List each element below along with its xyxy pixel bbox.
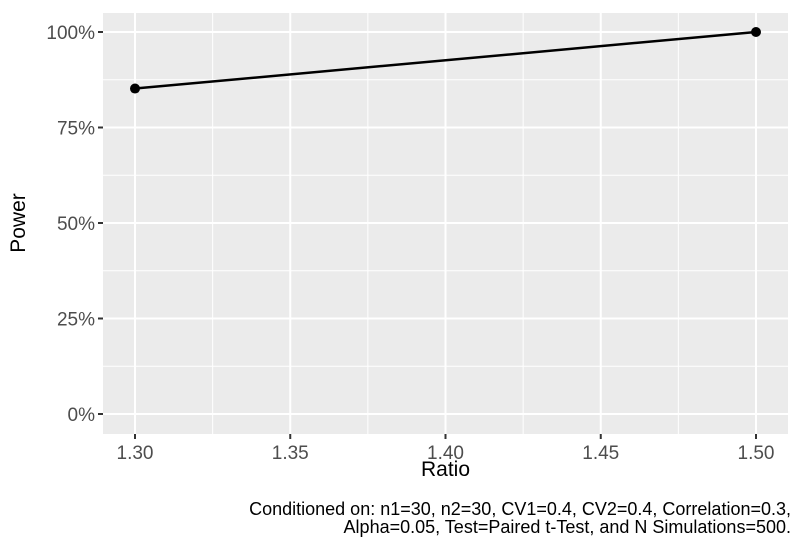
plot-caption-line1: Conditioned on: n1=30, n2=30, CV1=0.4, C… <box>249 499 791 519</box>
y-tick-label: 50% <box>57 214 95 235</box>
x-tick-label: 1.45 <box>582 443 619 464</box>
data-point <box>130 83 140 94</box>
y-tick-label: 100% <box>46 23 95 44</box>
y-tick-label: 0% <box>68 405 96 426</box>
plot-caption: Conditioned on: n1=30, n2=30, CV1=0.4, C… <box>249 499 791 537</box>
x-axis-title: Ratio <box>420 458 471 481</box>
x-tick-label: 1.35 <box>272 443 309 464</box>
x-tick-label: 1.40 <box>427 443 464 464</box>
y-tick-label: 75% <box>57 119 95 140</box>
plot-caption-line2: Alpha=0.05, Test=Paired t-Test, and N Si… <box>343 516 791 537</box>
data-line <box>134 30 757 90</box>
x-tick-label: 1.30 <box>117 443 154 464</box>
x-tick-label: 1.50 <box>738 443 775 464</box>
y-axis-title: Power <box>7 193 30 253</box>
data-point <box>751 27 761 37</box>
y-tick-label: 25% <box>57 310 95 331</box>
